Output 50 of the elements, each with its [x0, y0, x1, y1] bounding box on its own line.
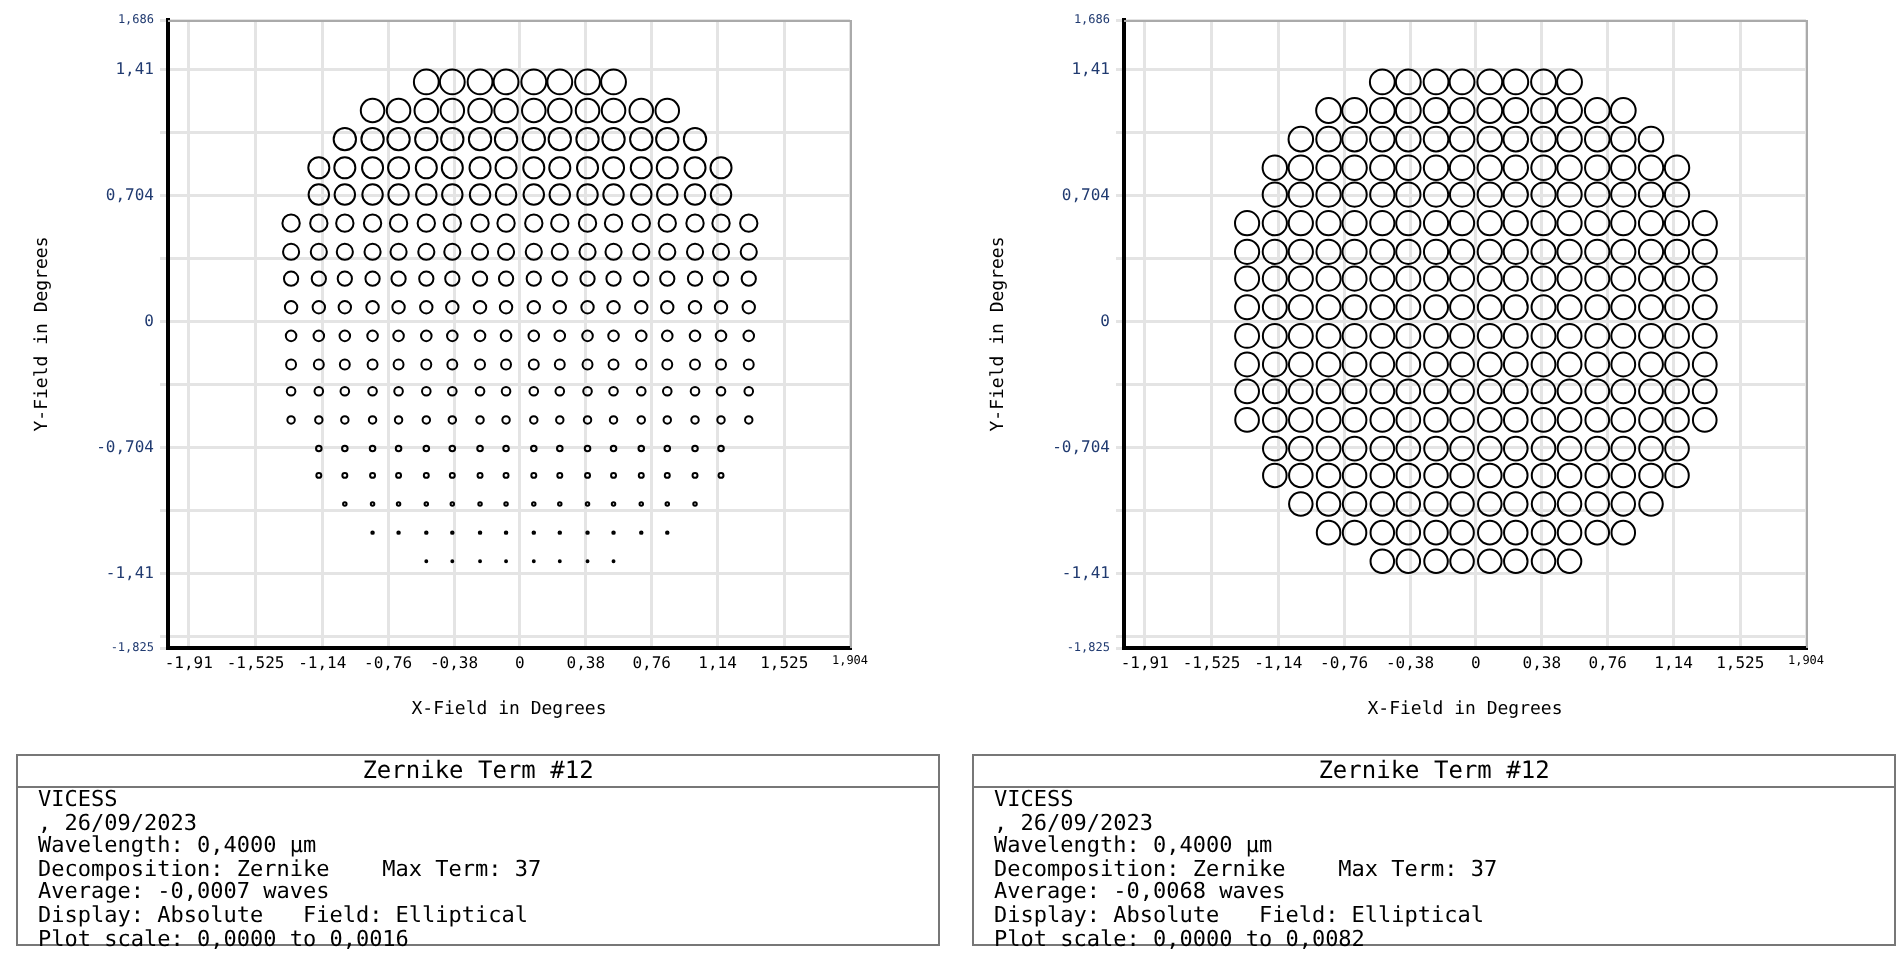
- x-tick-label: 0,76: [632, 653, 672, 672]
- text: VICESS: [36, 786, 120, 812]
- text: Plot scale: 0,0000 to 0,0016: [36, 925, 409, 952]
- text: Decomposition: Zernike Max Term: 37: [992, 855, 1500, 882]
- y-axis-title: Y-Field in Degrees: [33, 236, 54, 432]
- text: Average: -0,0068 waves: [992, 878, 1288, 905]
- x-tick-label: 0: [1471, 653, 1482, 672]
- x-tick-label: -1,525: [1182, 653, 1241, 672]
- text: , 26/09/2023: [992, 809, 1154, 836]
- x-tick-label: 1,14: [698, 653, 738, 672]
- y-tick-label: -0,704: [1052, 437, 1111, 456]
- text: Decomposition: Zernike Max Term: 37: [36, 855, 544, 882]
- x-tick-label: -1,525: [226, 653, 285, 672]
- x-axis-title: X-Field in Degrees: [1367, 699, 1563, 720]
- y-tick-label: -1,41: [105, 563, 155, 582]
- text: Average: -0,0007 waves: [36, 878, 332, 905]
- text: Zernike Term #12: [18, 756, 938, 788]
- y-axis-title: Y-Field in Degrees: [989, 236, 1010, 432]
- y-tick-label: 1,41: [1071, 59, 1111, 78]
- text: Wavelength: 0,4000 µm: [992, 832, 1275, 859]
- x-tick-label: 1,14: [1654, 653, 1694, 672]
- x-tick-label: -0,38: [1385, 653, 1435, 672]
- x-tick-label: -0,38: [429, 653, 479, 672]
- y-tick-label: -1,41: [1061, 563, 1111, 582]
- text: Display: Absolute Field: Elliptical: [992, 901, 1487, 928]
- x-axis-title: X-Field in Degrees: [411, 699, 607, 720]
- text: Wavelength: 0,4000 µm: [36, 832, 319, 859]
- y-tick-label: 0,704: [1061, 185, 1111, 204]
- x-tick-label: -0,76: [1320, 653, 1369, 672]
- y-tick-label: 0,704: [105, 185, 155, 204]
- y-tick-label: 1,41: [115, 59, 155, 78]
- x-tick-label: -1,14: [1254, 653, 1303, 672]
- x-tick-label: 0: [515, 653, 526, 672]
- text: , 26/09/2023: [36, 809, 198, 836]
- text: Display: Absolute Field: Elliptical: [36, 901, 531, 928]
- x-tick-label: 1,525: [760, 653, 809, 672]
- x-tick-label: -1,91: [1120, 653, 1170, 672]
- x-tick-label: 0,76: [1588, 653, 1628, 672]
- y-tick-label: 0: [1100, 311, 1111, 330]
- x-tick-label: -0,76: [364, 653, 413, 672]
- y-tick-label: 0: [144, 311, 155, 330]
- x-tick-label: -1,14: [298, 653, 347, 672]
- text: Zernike Term #12: [974, 756, 1894, 788]
- x-tick-label: 0,38: [566, 653, 606, 672]
- text: Plot scale: 0,0000 to 0,0082: [992, 925, 1365, 952]
- x-tick-label: -1,91: [164, 653, 214, 672]
- text: VICESS: [992, 786, 1076, 812]
- x-tick-label: 0,38: [1522, 653, 1562, 672]
- x-tick-label: 1,525: [1716, 653, 1765, 672]
- y-tick-label: -0,704: [96, 437, 155, 456]
